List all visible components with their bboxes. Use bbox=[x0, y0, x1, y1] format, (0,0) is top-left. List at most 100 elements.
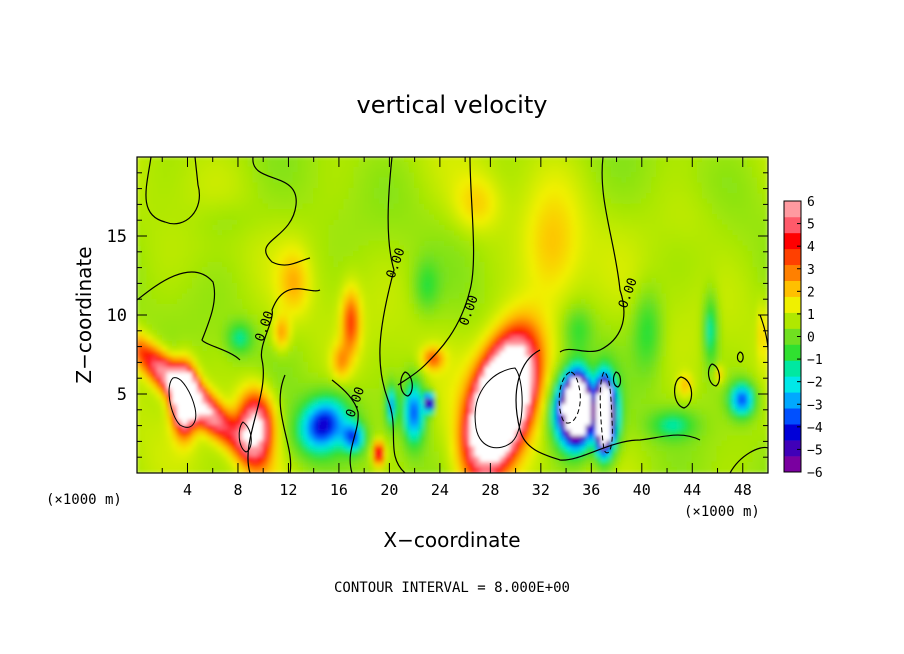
field-cell bbox=[585, 219, 592, 227]
field-cell bbox=[555, 188, 562, 195]
field-cell bbox=[711, 261, 719, 269]
field-cell bbox=[242, 346, 249, 353]
field-cell bbox=[600, 188, 608, 195]
field-cell bbox=[166, 293, 173, 300]
field-cell bbox=[137, 166, 143, 174]
field-cell bbox=[600, 166, 608, 174]
field-cell bbox=[560, 330, 567, 337]
field-cell bbox=[727, 177, 734, 184]
field-cell bbox=[363, 298, 370, 306]
field-cell bbox=[323, 303, 330, 311]
field-cell bbox=[408, 193, 416, 200]
field-cell bbox=[302, 235, 310, 242]
field-cell bbox=[191, 324, 199, 332]
field-cell bbox=[222, 203, 229, 211]
field-cell bbox=[666, 224, 673, 232]
field-cell bbox=[474, 330, 481, 337]
field-cell bbox=[378, 209, 385, 216]
field-cell bbox=[454, 267, 461, 274]
field-cell bbox=[580, 235, 587, 242]
field-cell bbox=[545, 314, 552, 321]
field-cell bbox=[600, 324, 608, 332]
field-cell bbox=[499, 193, 507, 200]
field-cell bbox=[651, 293, 658, 300]
field-cell bbox=[202, 198, 209, 205]
field-cell bbox=[701, 219, 709, 227]
field-cell bbox=[530, 314, 537, 321]
field-cell bbox=[247, 256, 254, 263]
field-cell bbox=[237, 177, 244, 184]
field-cell bbox=[605, 230, 613, 237]
field-cell bbox=[363, 161, 370, 169]
field-cell bbox=[191, 277, 199, 284]
field-cell bbox=[323, 335, 330, 342]
field-cell bbox=[252, 351, 259, 358]
field-cell bbox=[353, 346, 360, 353]
field-cell bbox=[540, 198, 547, 205]
field-cell bbox=[676, 177, 683, 184]
field-cell bbox=[171, 256, 178, 263]
field-cell bbox=[373, 340, 380, 348]
field-cell bbox=[464, 245, 471, 253]
field-cell bbox=[408, 361, 416, 369]
field-cell bbox=[237, 293, 244, 300]
field-cell bbox=[474, 272, 481, 279]
field-cell bbox=[222, 230, 229, 237]
field-cell bbox=[378, 330, 385, 337]
field-cell bbox=[615, 319, 623, 327]
field-cell bbox=[732, 230, 739, 237]
field-cell bbox=[222, 282, 229, 290]
field-cell bbox=[560, 277, 567, 284]
field-cell bbox=[474, 361, 481, 369]
field-cell bbox=[484, 157, 491, 163]
field-cell bbox=[479, 330, 486, 337]
field-cell bbox=[681, 198, 688, 205]
field-cell bbox=[156, 261, 163, 269]
field-cell bbox=[272, 203, 279, 211]
field-cell bbox=[626, 203, 633, 211]
field-cell bbox=[525, 235, 532, 242]
field-cell bbox=[282, 346, 290, 353]
field-cell bbox=[368, 324, 375, 332]
field-cell bbox=[671, 157, 678, 163]
field-cell bbox=[540, 230, 547, 237]
field-cell bbox=[555, 309, 562, 316]
field-cell bbox=[393, 240, 401, 248]
field-cell bbox=[742, 319, 749, 327]
field-cell bbox=[732, 240, 739, 248]
field-cell bbox=[363, 335, 370, 342]
field-cell bbox=[550, 314, 557, 321]
field-cell bbox=[444, 330, 451, 337]
field-cell bbox=[297, 314, 305, 321]
field-cell bbox=[292, 288, 300, 295]
field-cell bbox=[151, 335, 158, 342]
field-cell bbox=[439, 267, 446, 274]
field-cell bbox=[308, 346, 315, 353]
field-cell bbox=[287, 351, 295, 358]
field-cell bbox=[393, 288, 401, 295]
field-cell bbox=[646, 193, 653, 200]
field-cell bbox=[565, 172, 572, 179]
field-cell bbox=[202, 324, 209, 332]
field-cell bbox=[237, 235, 244, 242]
field-cell bbox=[151, 267, 158, 274]
field-cell bbox=[232, 198, 239, 205]
field-cell bbox=[196, 346, 204, 353]
field-cell bbox=[419, 188, 426, 195]
field-cell bbox=[525, 240, 532, 248]
field-cell bbox=[287, 209, 295, 216]
field-cell bbox=[757, 298, 764, 306]
field-cell bbox=[686, 282, 693, 290]
field-cell bbox=[308, 288, 315, 295]
field-cell bbox=[323, 267, 330, 274]
field-cell bbox=[590, 272, 597, 279]
field-cell bbox=[696, 303, 703, 311]
field-cell bbox=[181, 361, 189, 369]
field-cell bbox=[580, 330, 587, 337]
field-cell bbox=[318, 267, 325, 274]
field-cell bbox=[701, 198, 709, 205]
field-cell bbox=[333, 314, 340, 321]
field-cell bbox=[504, 188, 512, 195]
field-cell bbox=[494, 319, 502, 327]
field-cell bbox=[656, 198, 663, 205]
